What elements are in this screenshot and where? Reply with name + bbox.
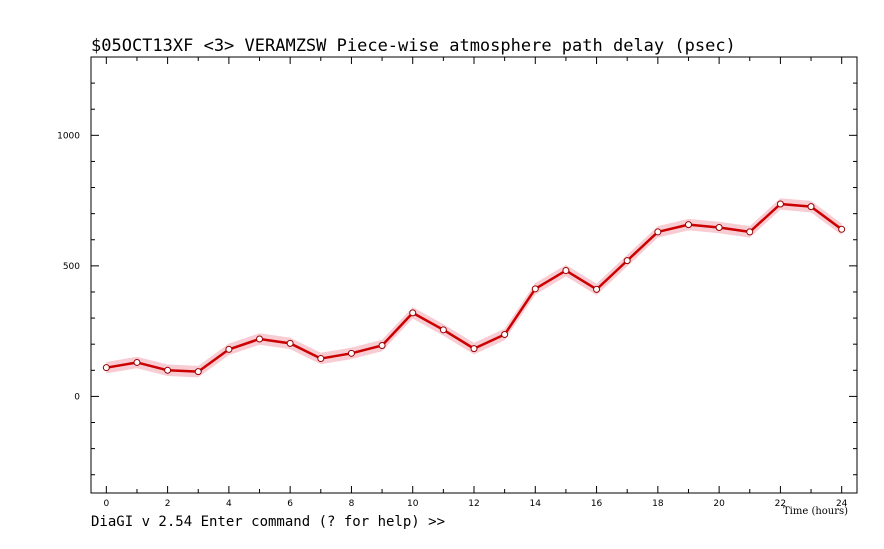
x-tick-label: 10 [407,499,419,509]
x-tick-label: 0 [103,499,109,509]
y-tick-label: 1000 [57,131,80,141]
data-point [133,358,141,366]
x-tick-label: 6 [287,499,293,509]
data-point [501,331,509,339]
data-point [225,345,233,353]
data-point [347,349,355,357]
x-tick-label: 4 [226,499,232,509]
data-point [623,257,631,265]
data-layer [102,198,846,378]
data-point [838,225,846,233]
data-point [776,200,784,208]
x-tick-label: 2 [165,499,171,509]
data-point [807,203,815,211]
data-point [531,285,539,293]
x-axis-label: Time (hours) [783,506,848,517]
data-point [409,309,417,317]
x-tick-label: 16 [591,499,603,509]
command-prompt[interactable]: DiaGI v 2.54 Enter command (? for help) … [91,514,445,530]
data-point [164,366,172,374]
data-point [470,345,478,353]
data-point [746,228,754,236]
data-point [102,364,110,372]
data-point [593,285,601,293]
data-point [378,341,386,349]
x-tick-label: 20 [713,499,725,509]
data-point [715,223,723,231]
data-point [256,335,264,343]
chart-title: $05OCT13XF <3> VERAMZSW Piece-wise atmos… [91,36,736,56]
x-tick-label: 22 [775,499,786,509]
x-tick-label: 12 [468,499,479,509]
data-point [562,267,570,275]
data-point [194,368,202,376]
x-tick-label: 24 [836,499,848,509]
y-tick-label: 500 [63,262,80,272]
x-tick-label: 14 [530,499,542,509]
data-point [654,228,662,236]
x-tick-label: 18 [652,499,664,509]
y-tick-label: 0 [74,392,80,402]
data-point [439,326,447,334]
data-point [286,339,294,347]
plot-frame [90,56,858,494]
x-tick-label: 8 [349,499,355,509]
data-point [317,355,325,363]
data-point [684,221,692,229]
